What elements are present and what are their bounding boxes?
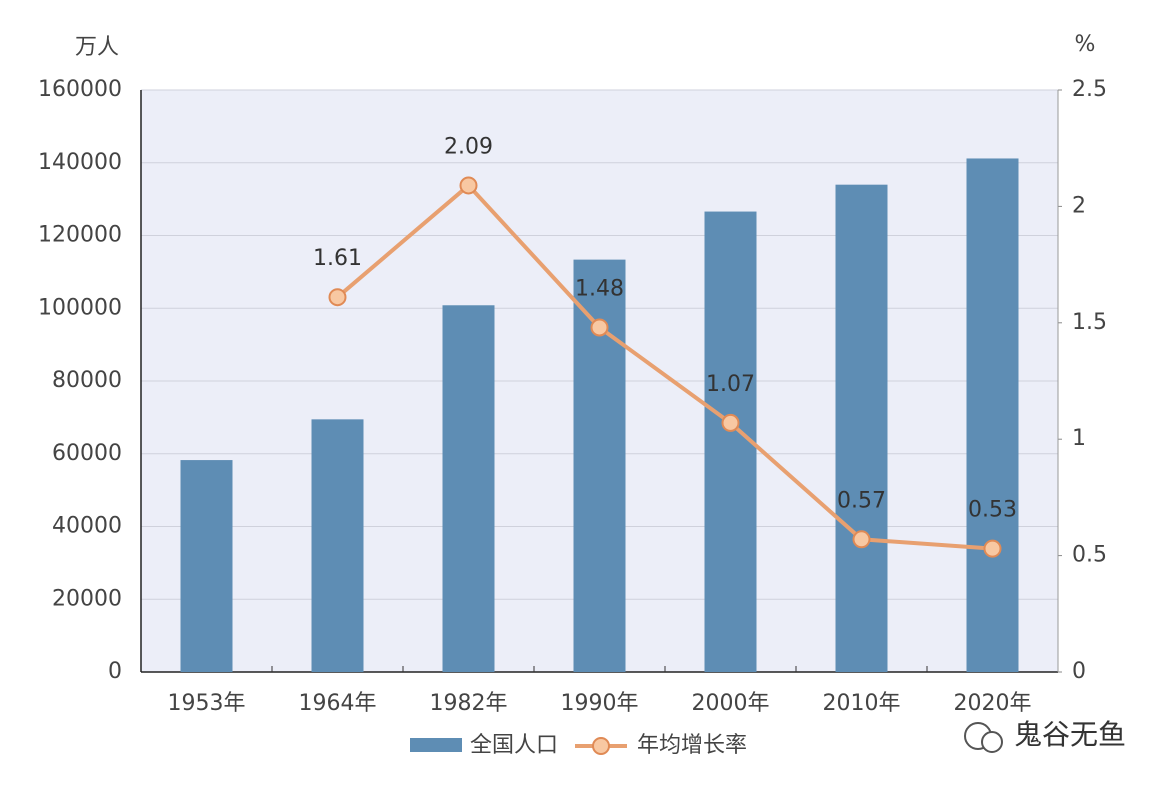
legend-label: 全国人口 — [470, 733, 558, 758]
y-tick-label: 80000 — [52, 368, 122, 393]
data-label: 1.61 — [313, 246, 362, 271]
bar — [442, 305, 495, 672]
y-tick-label: 100000 — [38, 295, 122, 320]
bar — [704, 211, 757, 673]
line-marker — [590, 318, 609, 337]
watermark-icon — [981, 731, 1003, 753]
y-tick-label: 140000 — [38, 150, 122, 175]
data-label: 1.48 — [575, 276, 624, 301]
watermark: 鬼谷无鱼 — [964, 718, 1126, 753]
watermark-text: 鬼谷无鱼 — [1014, 718, 1126, 751]
y2-tick-label: 1 — [1072, 426, 1086, 451]
line-marker — [721, 413, 740, 432]
x-tick-label: 2000年 — [692, 691, 770, 716]
line-marker — [459, 176, 478, 195]
line-marker — [328, 288, 347, 307]
y-tick-label: 60000 — [52, 441, 122, 466]
x-tick-label: 1982年 — [430, 691, 508, 716]
y2-tick-label: 1.5 — [1072, 310, 1107, 335]
x-tick-label: 1964年 — [299, 691, 377, 716]
data-label: 0.53 — [968, 498, 1017, 523]
y2-tick-label: 0.5 — [1072, 543, 1107, 568]
line-marker — [983, 539, 1002, 558]
y2-axis-label: % — [1075, 32, 1096, 57]
y2-tick-label: 0 — [1072, 659, 1086, 684]
y2-tick-label: 2.5 — [1072, 77, 1107, 102]
line — [336, 182, 993, 551]
bar — [311, 419, 364, 672]
x-tick-label: 1953年 — [168, 691, 246, 716]
x-tick-label: 2020年 — [954, 691, 1032, 716]
data-label: 1.07 — [706, 372, 755, 397]
bar — [180, 460, 233, 672]
y2-tick-label: 2 — [1072, 193, 1086, 218]
bar — [835, 184, 888, 672]
y-tick-label: 40000 — [52, 514, 122, 539]
legend-label: 年均增长率 — [637, 733, 747, 758]
y-tick-label: 120000 — [38, 223, 122, 248]
y-tick-label: 160000 — [38, 77, 122, 102]
y-axis-label: 万人 — [75, 35, 119, 60]
legend-swatch — [592, 737, 610, 755]
data-label: 2.09 — [444, 134, 493, 159]
y-tick-label: 20000 — [52, 586, 122, 611]
x-tick-label: 2010年 — [823, 691, 901, 716]
bar — [966, 158, 1019, 672]
x-tick-label: 1990年 — [561, 691, 639, 716]
line-marker — [852, 530, 871, 549]
data-label: 0.57 — [837, 488, 886, 513]
y-tick-label: 0 — [108, 659, 122, 684]
legend-swatch — [410, 738, 462, 752]
